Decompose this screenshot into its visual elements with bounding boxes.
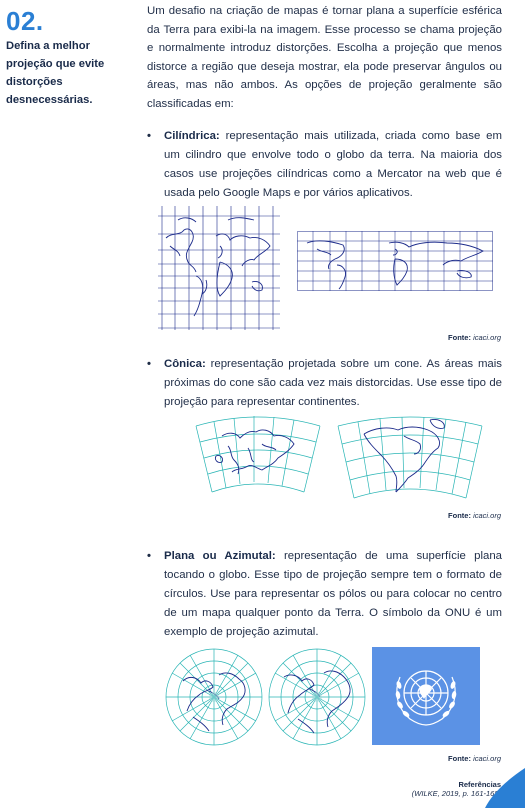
equirectangular-map — [297, 231, 493, 291]
source-caption-2: Fonte: icaci.org — [448, 511, 501, 520]
references: Referências (WILKE, 2019, p. 161-168) — [412, 780, 501, 798]
bullet-dot: • — [147, 550, 151, 562]
section-heading: Defina a melhor projeção que evite disto… — [6, 40, 105, 106]
bullet-text: representação projetada sobre um cone. A… — [164, 358, 502, 408]
source-caption-3: Fonte: icaci.org — [448, 754, 501, 763]
bullet-cylindrical: • Cilíndrica: representação mais utiliza… — [147, 127, 502, 203]
bullet-dot: • — [147, 130, 151, 142]
conic-map-europe — [192, 410, 324, 500]
bullet-text: representação de uma superfície plana to… — [164, 550, 502, 638]
bullet-title: Cônica: — [164, 358, 206, 370]
section-number: 02. — [6, 6, 44, 36]
conic-map-north-america — [334, 412, 486, 502]
bullet-text: representação mais utilizada, criada com… — [164, 130, 502, 199]
mercator-map — [158, 206, 280, 330]
bullet-conic: • Cônica: representação projetada sobre … — [147, 355, 502, 412]
bullet-title: Cilíndrica: — [164, 130, 220, 142]
un-emblem — [372, 647, 480, 745]
bullet-title: Plana ou Azimutal: — [164, 550, 276, 562]
references-title: Referências — [458, 780, 501, 789]
source-caption-1: Fonte: icaci.org — [448, 333, 501, 342]
azimuthal-map-2 — [266, 647, 368, 747]
bullet-dot: • — [147, 358, 151, 370]
azimuthal-map-1 — [163, 647, 265, 747]
intro-paragraph: Um desafio na criação de mapas é tornar … — [147, 5, 502, 110]
corner-decoration — [485, 768, 525, 808]
references-citation: (WILKE, 2019, p. 161-168) — [411, 789, 501, 798]
bullet-azimuthal: • Plana ou Azimutal: representação de um… — [147, 547, 502, 642]
